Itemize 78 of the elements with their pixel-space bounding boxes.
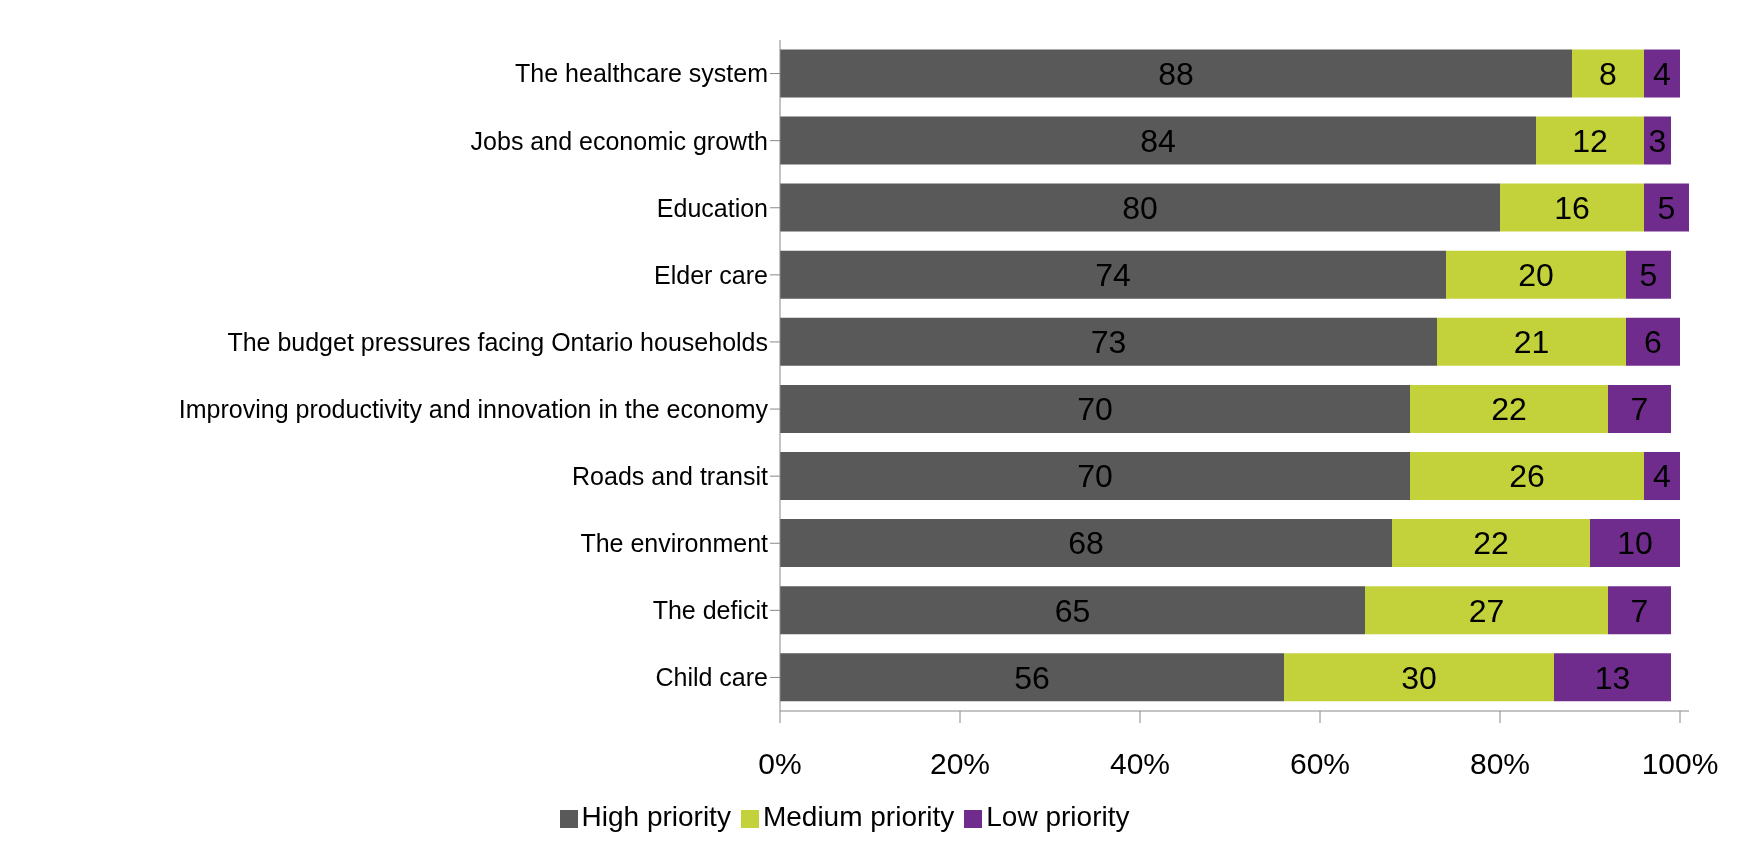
x-tick-label: 60% <box>1289 747 1351 781</box>
data-label: 22 <box>1473 525 1509 562</box>
x-tick-label: 100% <box>1641 747 1719 781</box>
bar <box>1644 49 1680 98</box>
bar <box>1500 183 1644 232</box>
data-label: 13 <box>1594 659 1631 696</box>
data-label: 80 <box>1122 189 1158 226</box>
data-label: 16 <box>1554 189 1590 226</box>
bar <box>780 183 1500 232</box>
legend-label: Low priority <box>986 801 1130 832</box>
bar <box>780 586 1365 635</box>
bar <box>1626 250 1671 299</box>
data-label: 70 <box>1077 391 1113 428</box>
bar <box>780 653 1284 702</box>
bar <box>1572 49 1644 98</box>
data-label: 20 <box>1518 257 1554 294</box>
x-tick-label: 20% <box>929 747 991 781</box>
bar <box>1410 384 1608 433</box>
data-label: 3 <box>1648 122 1667 159</box>
data-label: 7 <box>1630 391 1649 428</box>
data-label: 74 <box>1095 257 1131 294</box>
bar <box>1644 451 1680 500</box>
bar <box>1392 519 1590 568</box>
data-label: 4 <box>1653 55 1671 92</box>
data-label: 7 <box>1630 592 1649 629</box>
data-label: 73 <box>1090 324 1127 361</box>
y-tick-label: Jobs and economic growth <box>470 126 768 155</box>
bar <box>1626 317 1680 366</box>
data-label: 68 <box>1068 525 1104 562</box>
y-tick-label: Roads and transit <box>572 462 769 491</box>
bar <box>1365 586 1608 635</box>
bar <box>1590 519 1680 568</box>
bar <box>1608 586 1671 635</box>
y-tick-label: Improving productivity and innovation in the economy <box>178 394 769 423</box>
y-tick-label: Child care <box>655 663 768 692</box>
y-tick-label: Elder care <box>654 260 768 289</box>
y-tick-label: The deficit <box>652 596 769 625</box>
legend-label: Medium priority <box>762 801 955 832</box>
data-label: 6 <box>1644 324 1662 361</box>
bar <box>780 250 1446 299</box>
data-label: 21 <box>1513 324 1550 361</box>
bar <box>780 49 1572 98</box>
bar <box>1410 451 1644 500</box>
bar <box>1608 384 1671 433</box>
legend-label: High priority <box>581 801 731 832</box>
bar <box>1554 653 1671 702</box>
x-tick-label: 0% <box>758 747 802 781</box>
bar <box>780 116 1536 165</box>
bar <box>1284 653 1554 702</box>
data-label: 5 <box>1639 257 1658 294</box>
y-tick-label: The environment <box>580 529 769 558</box>
data-label: 4 <box>1653 458 1671 495</box>
data-label: 12 <box>1572 122 1608 159</box>
x-tick-label: 80% <box>1469 747 1531 781</box>
bar <box>780 451 1410 500</box>
bar <box>1437 317 1626 366</box>
data-label: 65 <box>1054 592 1091 629</box>
data-label: 30 <box>1401 659 1437 696</box>
y-tick-label: Education <box>656 193 768 222</box>
data-label: 10 <box>1617 525 1653 562</box>
data-label: 8 <box>1599 55 1617 92</box>
bar <box>1644 183 1689 232</box>
data-label: 27 <box>1468 592 1505 629</box>
bar <box>1446 250 1626 299</box>
bar <box>780 384 1410 433</box>
data-label: 84 <box>1140 122 1176 159</box>
bar <box>780 317 1437 366</box>
y-tick-label: The healthcare system <box>515 59 768 88</box>
x-tick-label: 40% <box>1109 747 1171 781</box>
bar <box>1536 116 1644 165</box>
data-label: 88 <box>1158 55 1194 92</box>
data-label: 26 <box>1509 458 1545 495</box>
data-label: 56 <box>1014 659 1050 696</box>
data-label: 5 <box>1657 189 1676 226</box>
bar <box>780 519 1392 568</box>
data-label: 70 <box>1077 458 1113 495</box>
y-tick-label: The budget pressures facing Ontario households <box>227 327 768 356</box>
data-label: 22 <box>1491 391 1527 428</box>
